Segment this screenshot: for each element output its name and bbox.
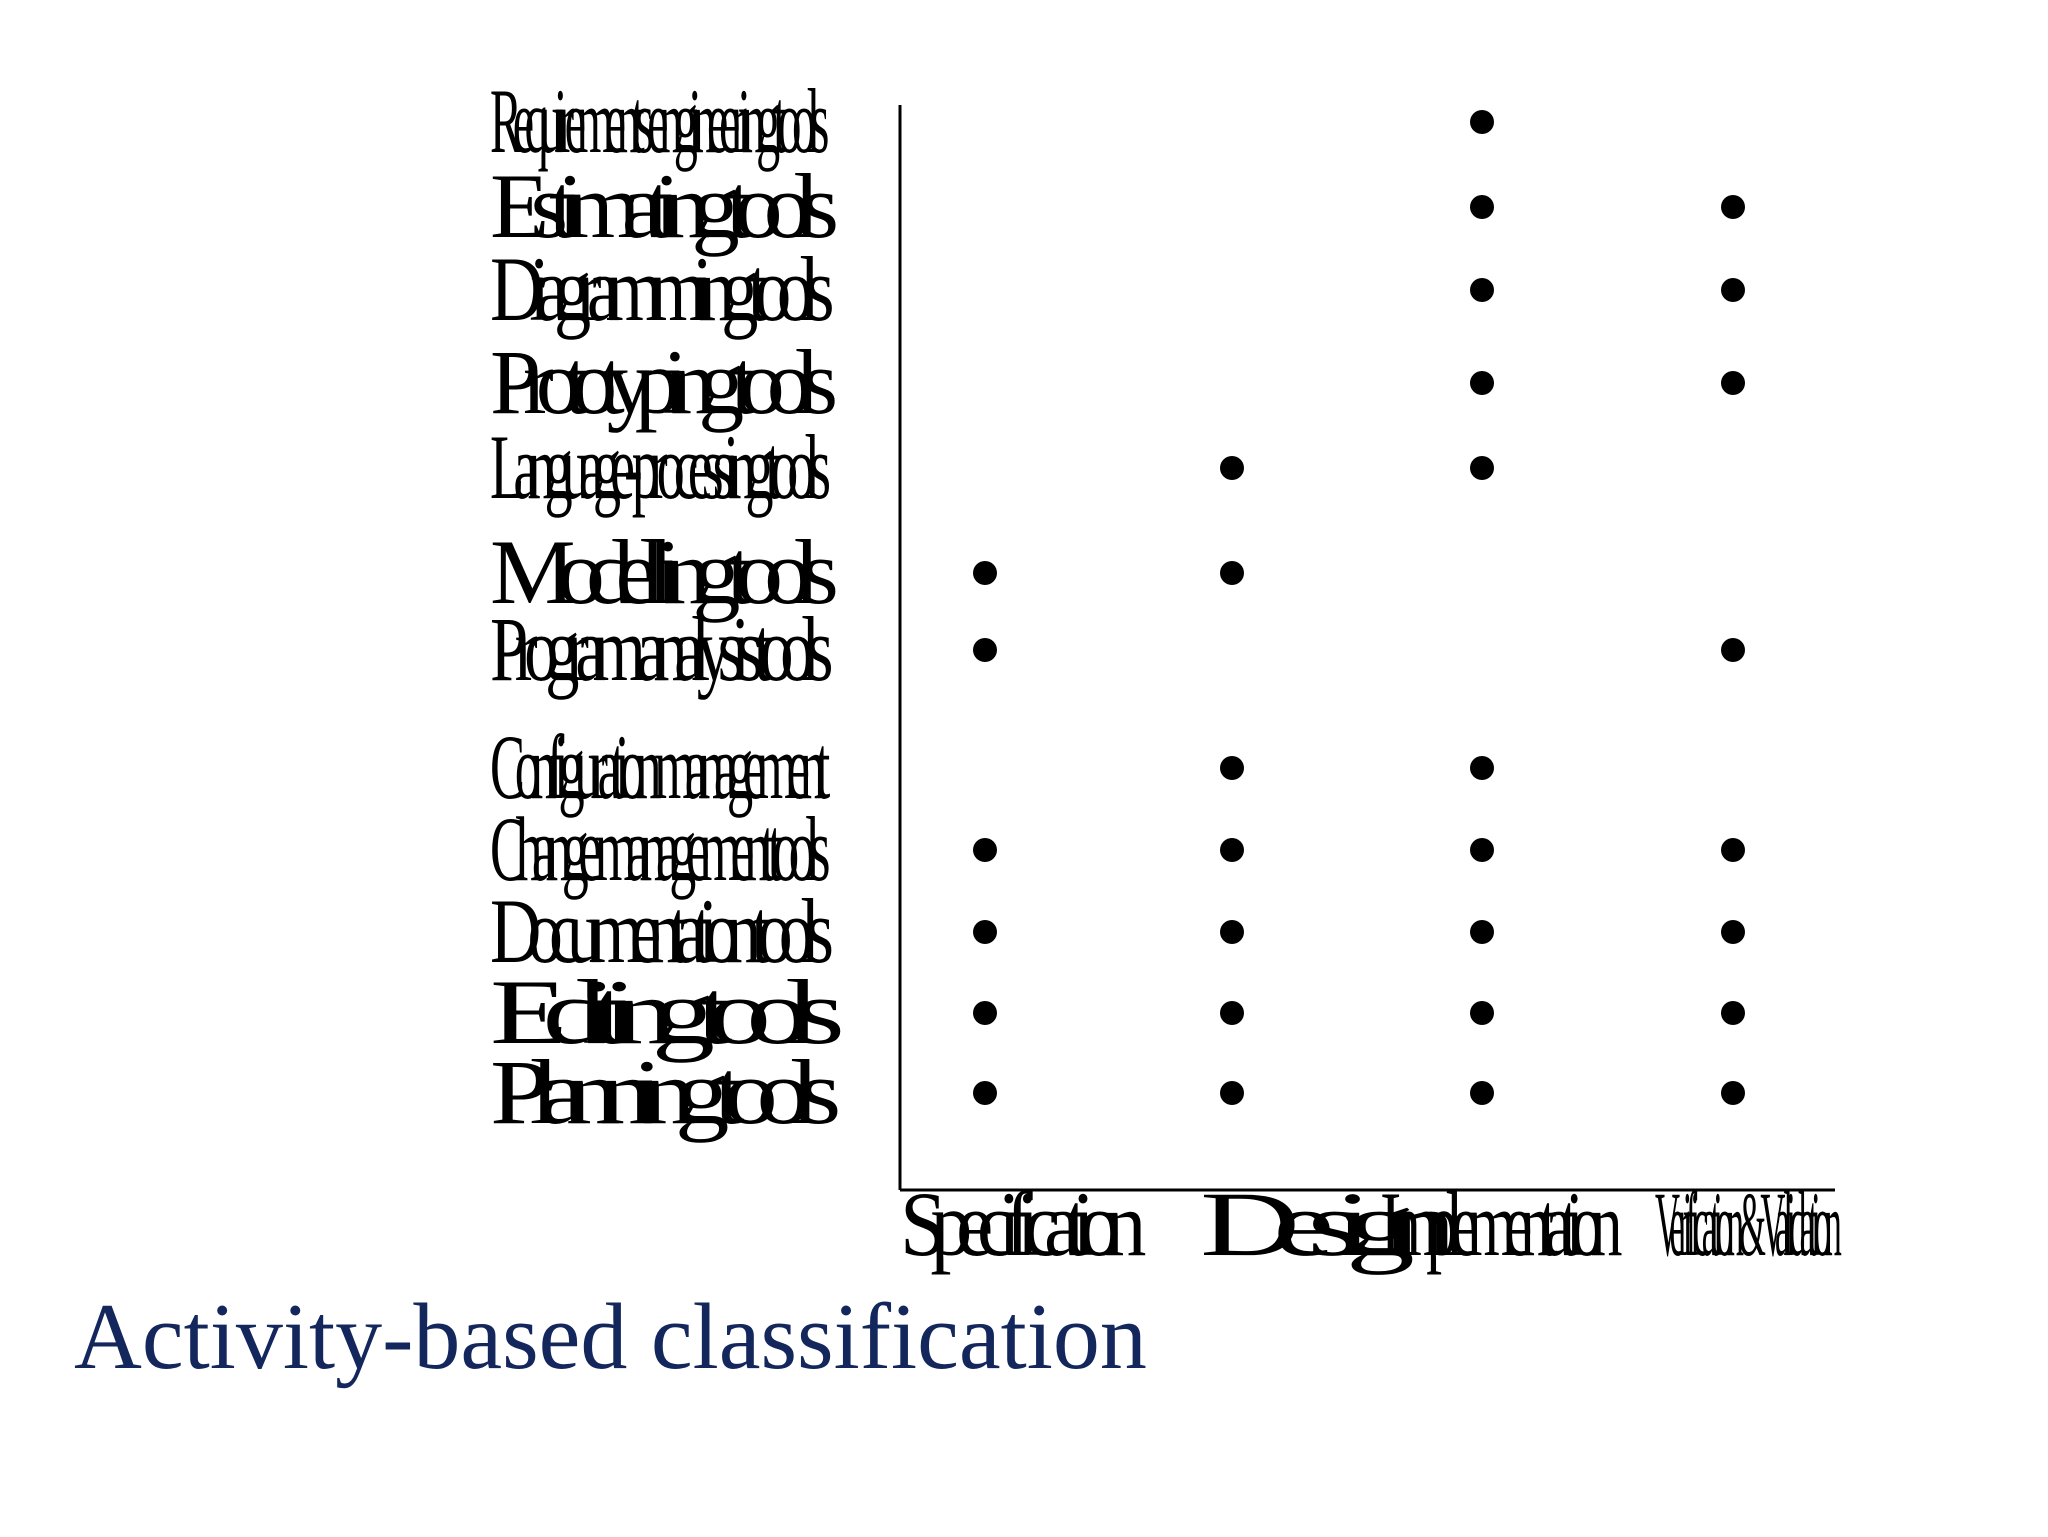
data-point	[1470, 1081, 1494, 1105]
column-label: Verification & Validation	[1655, 1173, 1841, 1275]
row-label: Modelling tools	[490, 521, 836, 623]
data-point	[973, 638, 997, 662]
data-points	[973, 110, 1745, 1105]
data-point	[1470, 278, 1494, 302]
row-labels: Requirements engineering toolsEstimating…	[490, 70, 859, 1143]
data-point	[973, 1001, 997, 1025]
data-point	[1220, 1081, 1244, 1105]
column-label: Specification	[900, 1173, 1146, 1275]
data-point	[1470, 110, 1494, 134]
row-label: Editing tools	[490, 961, 841, 1063]
data-point	[1470, 195, 1494, 219]
data-point	[1721, 838, 1745, 862]
data-point	[1721, 278, 1745, 302]
row-label: Diagramming tools	[490, 238, 832, 340]
data-point	[1470, 1001, 1494, 1025]
data-point	[1721, 371, 1745, 395]
data-point	[1721, 195, 1745, 219]
data-point	[1721, 920, 1745, 944]
slide-caption: Activity-based classification	[74, 1285, 1147, 1389]
row-label: Prototyping tools	[490, 331, 835, 433]
data-point	[1470, 756, 1494, 780]
data-point	[1721, 1081, 1745, 1105]
row-label: Requirements engineering tools	[490, 70, 828, 172]
column-label: Implementation	[1380, 1173, 1622, 1275]
data-point	[1721, 1001, 1745, 1025]
column-label: Design	[1200, 1173, 1456, 1275]
data-point	[1220, 561, 1244, 585]
row-label: Configuration management	[490, 716, 831, 818]
row-label: Language-processing tools	[490, 416, 829, 518]
data-point	[1470, 456, 1494, 480]
data-point	[973, 920, 997, 944]
row-label: Program analysis tools	[490, 598, 831, 700]
data-point	[1220, 756, 1244, 780]
data-point	[973, 561, 997, 585]
data-point	[1470, 838, 1494, 862]
data-point	[1220, 1001, 1244, 1025]
row-label: Estimating tools	[490, 155, 836, 257]
data-point	[1470, 920, 1494, 944]
row-label: Planning tools	[490, 1041, 838, 1143]
data-point	[1220, 456, 1244, 480]
data-point	[1220, 838, 1244, 862]
data-point	[973, 838, 997, 862]
data-point	[1220, 920, 1244, 944]
data-point	[973, 1081, 997, 1105]
chart-axes	[898, 105, 1835, 1192]
data-point	[1721, 638, 1745, 662]
row-label: Change management tools	[490, 798, 829, 900]
data-point	[1470, 371, 1494, 395]
row-label: Documentation tools	[490, 880, 832, 982]
